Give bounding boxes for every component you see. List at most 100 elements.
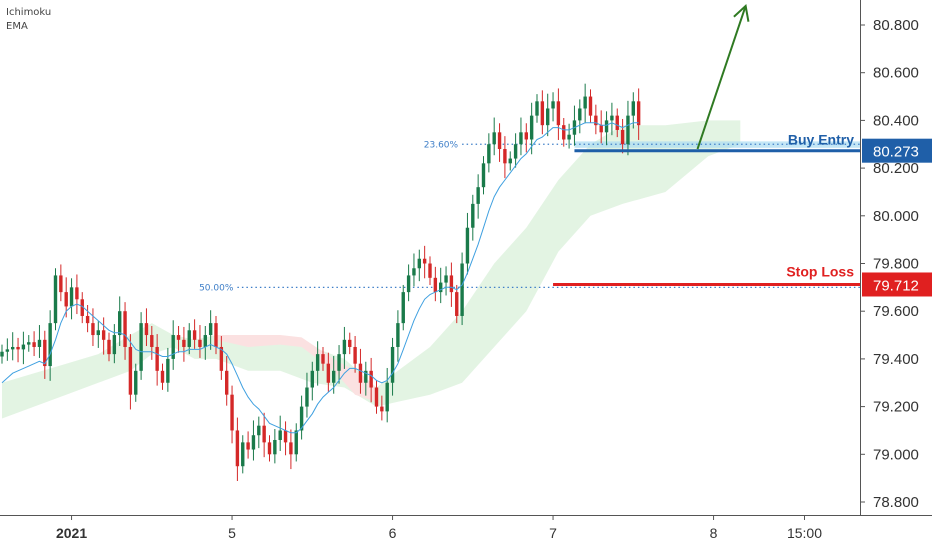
- candle: [219, 336, 224, 380]
- candle-body: [417, 258, 421, 269]
- candle-body: [631, 101, 635, 116]
- candle: [620, 118, 625, 154]
- candle-body: [604, 120, 609, 133]
- candle: [599, 110, 603, 144]
- target-arrow: [696, 3, 750, 150]
- stop-loss-badge-value: 79.712: [873, 277, 919, 294]
- candle: [80, 292, 84, 324]
- candle-body: [208, 323, 213, 336]
- candle: [460, 252, 464, 326]
- candle-body: [160, 370, 165, 383]
- candle-body: [214, 323, 218, 347]
- candle: [353, 336, 357, 373]
- candle: [155, 334, 159, 386]
- candle: [267, 435, 272, 462]
- candle-body: [636, 101, 641, 126]
- candle: [610, 102, 614, 136]
- candle-body: [257, 425, 261, 436]
- candle: [326, 352, 331, 392]
- y-tick-label: 79.600: [873, 303, 919, 320]
- candle-body: [246, 442, 250, 450]
- candle-body: [406, 275, 411, 293]
- candle-body: [626, 115, 630, 145]
- candle-body: [380, 406, 384, 412]
- candle: [107, 332, 111, 362]
- candle: [396, 310, 400, 362]
- candle: [11, 332, 15, 361]
- buy-entry-badge-value: 80.273: [873, 144, 919, 161]
- y-tick-label: 79.800: [873, 256, 919, 273]
- candle: [192, 319, 197, 349]
- candle: [160, 363, 165, 390]
- candle-body: [267, 442, 272, 455]
- candle-body: [481, 163, 486, 188]
- candle: [492, 117, 496, 156]
- candle-body: [455, 292, 459, 316]
- y-tick-label: 79.400: [873, 351, 919, 368]
- target-arrow-shaft: [696, 5, 747, 150]
- candle-body: [610, 115, 614, 121]
- candle-body: [374, 387, 379, 407]
- candle: [305, 372, 309, 418]
- candle-body: [337, 354, 341, 371]
- y-tick-label: 79.000: [873, 446, 919, 463]
- candle: [444, 266, 448, 296]
- candle-body: [433, 277, 438, 293]
- candle: [5, 338, 10, 361]
- candle: [567, 123, 571, 149]
- candle: [32, 331, 36, 357]
- candle-body: [5, 349, 10, 352]
- candle: [96, 321, 100, 348]
- candle-body: [556, 101, 561, 126]
- candle-body: [155, 346, 159, 371]
- candle-body: [203, 335, 207, 347]
- candle: [198, 325, 202, 358]
- x-tick-label: 5: [228, 525, 236, 541]
- candle-body: [546, 108, 550, 126]
- candle-body: [428, 263, 432, 278]
- candle: [535, 94, 539, 123]
- candle: [476, 174, 480, 219]
- candle: [21, 331, 26, 365]
- x-tick-label: 8: [710, 525, 718, 541]
- candle-body: [497, 132, 502, 150]
- candle: [299, 395, 304, 440]
- candle: [37, 325, 42, 358]
- candle-body: [401, 292, 405, 324]
- candle-body: [332, 370, 336, 383]
- candle: [385, 367, 389, 423]
- candle-body: [476, 187, 480, 204]
- candle: [626, 100, 630, 156]
- legend-ema: EMA: [6, 21, 28, 32]
- candle-body: [353, 346, 357, 364]
- candle-body: [192, 330, 197, 340]
- candle-body: [91, 323, 95, 336]
- candle-body: [519, 132, 523, 145]
- candle: [75, 274, 79, 315]
- candle-body: [620, 129, 625, 145]
- candle: [374, 380, 379, 414]
- candle-body: [321, 354, 325, 364]
- candle-body: [422, 258, 427, 264]
- candle-body: [0, 351, 4, 357]
- candle: [321, 346, 325, 371]
- candle: [294, 423, 298, 462]
- candle-body: [310, 370, 314, 388]
- candle-body: [599, 125, 603, 133]
- candle-body: [11, 346, 15, 350]
- candle-body: [326, 363, 331, 383]
- candle: [572, 105, 577, 146]
- candle: [283, 421, 288, 456]
- candle-body: [508, 158, 512, 164]
- candle: [203, 325, 207, 360]
- candle: [562, 118, 566, 147]
- candle: [508, 151, 512, 171]
- candle: [455, 284, 459, 324]
- x-tick-label: 2021: [56, 525, 87, 541]
- candle-body: [369, 370, 373, 388]
- candle: [16, 337, 20, 363]
- candle-body: [535, 101, 539, 116]
- candle-body: [176, 335, 181, 340]
- candle: [241, 435, 245, 474]
